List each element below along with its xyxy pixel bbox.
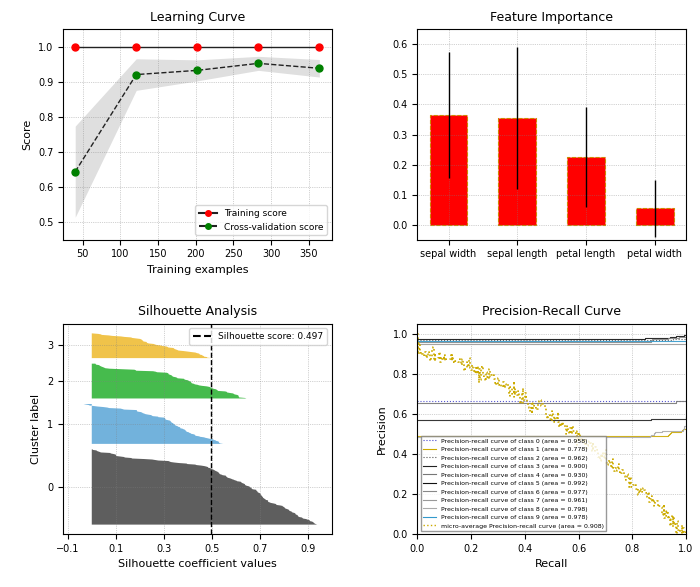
Legend: Precision-recall curve of class 0 (area = 0.958), Precision-recall curve of clas: Precision-recall curve of class 0 (area …	[421, 436, 606, 531]
Bar	[567, 157, 605, 225]
X-axis label: Recall: Recall	[535, 559, 568, 569]
Training score	[193, 43, 202, 50]
Training score	[254, 43, 262, 50]
Legend: Silhouette score: 0.497: Silhouette score: 0.497	[190, 328, 327, 345]
Title: Feature Importance: Feature Importance	[490, 11, 613, 24]
Y-axis label: Score: Score	[22, 119, 32, 150]
X-axis label: Silhouette coefficient values: Silhouette coefficient values	[118, 559, 276, 569]
Title: Learning Curve: Learning Curve	[150, 11, 245, 24]
Cross-validation score	[315, 65, 323, 72]
Bar	[636, 208, 674, 225]
Y-axis label: Precision: Precision	[377, 404, 387, 454]
Title: Precision-Recall Curve: Precision-Recall Curve	[482, 305, 621, 319]
Legend: Training score, Cross-validation score: Training score, Cross-validation score	[195, 205, 327, 235]
Cross-validation score	[254, 60, 262, 67]
Bar	[498, 118, 536, 225]
Cross-validation score	[71, 168, 79, 175]
Bar	[430, 115, 468, 225]
Line: Training score: Training score	[71, 43, 323, 50]
Training score	[71, 43, 79, 50]
X-axis label: Training examples: Training examples	[146, 265, 248, 275]
Line: Cross-validation score: Cross-validation score	[71, 60, 323, 175]
Training score	[132, 43, 141, 50]
Title: Silhouette Analysis: Silhouette Analysis	[138, 305, 257, 319]
Cross-validation score	[193, 67, 202, 74]
Y-axis label: Cluster label: Cluster label	[32, 394, 41, 464]
Training score	[315, 43, 323, 50]
Cross-validation score	[132, 71, 141, 78]
